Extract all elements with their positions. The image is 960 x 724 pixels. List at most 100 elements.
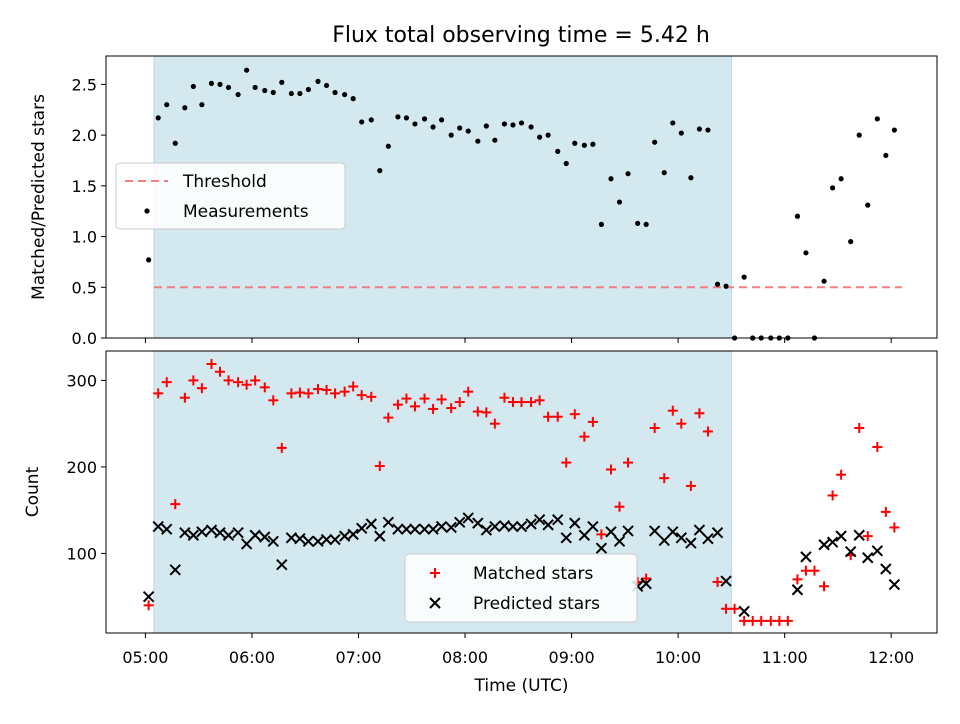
measurement-point (377, 168, 383, 174)
predicted-star-point (862, 552, 874, 564)
x-stroke-b (533, 513, 546, 526)
measurement-point (528, 124, 534, 130)
x-stroke-b (702, 533, 714, 545)
measurement-point (563, 160, 569, 167)
predicted-star-point (702, 533, 714, 545)
measurement-point (581, 142, 587, 148)
measurement-point (457, 125, 463, 131)
x-stroke-b (294, 533, 306, 545)
predicted-star-point (240, 538, 253, 550)
measurement-point (545, 132, 551, 138)
matched-star-point (392, 399, 403, 410)
measurement-point (510, 122, 516, 128)
measurement-point (598, 221, 605, 227)
matched-star-point (614, 501, 625, 512)
matched-star-point (809, 565, 820, 576)
measurement-point (492, 137, 498, 143)
predicted-star-point (800, 551, 812, 563)
predicted-star-point (658, 534, 670, 547)
matched-star-point (747, 615, 758, 626)
predicted-star-point (338, 530, 351, 542)
matched-star-point (268, 395, 279, 406)
matched-star-point (676, 418, 687, 429)
x-tick-label: 05:00 (122, 648, 168, 667)
x-stroke-b (569, 517, 581, 529)
matched-star-point (605, 464, 616, 475)
predicted-star-point (142, 590, 155, 603)
matched-star-point (153, 388, 164, 399)
x-tick-label: 12:00 (868, 648, 914, 667)
measurement-point (182, 105, 188, 111)
matched-star-point (587, 416, 598, 427)
measurement-point (448, 132, 454, 138)
x-stroke-b (187, 529, 200, 541)
predicted-star-point (400, 523, 413, 535)
x-stroke-b (578, 529, 591, 541)
x-tick-label: 11:00 (762, 648, 808, 667)
measurement-point (865, 202, 871, 208)
matched-star-point (827, 490, 838, 501)
y-tick-label: 0.5 (72, 278, 97, 297)
measurement-point (279, 79, 285, 85)
measurement-point (883, 152, 889, 159)
y-tick-label: 1.5 (72, 177, 97, 196)
legend-label-predicted: Predicted stars (473, 594, 600, 614)
matched-star-point (702, 426, 713, 437)
x-stroke-b (888, 578, 901, 591)
matched-star-point (339, 386, 350, 397)
x-tick-label: 09:00 (549, 648, 595, 667)
matched-star-point (313, 384, 324, 395)
measurement-point (803, 250, 809, 256)
measurement-point (616, 199, 623, 205)
predicted-star-point (489, 520, 501, 533)
matched-star-point (499, 392, 510, 403)
measurement-point (874, 116, 880, 122)
x-stroke-b (880, 563, 892, 575)
x-stroke-b (826, 536, 839, 548)
x-stroke-b (312, 535, 324, 548)
measurement-point (315, 78, 321, 84)
x-tick-label: 06:00 (229, 648, 275, 667)
predicted-star-point (711, 526, 724, 539)
predicted-star-point (320, 533, 333, 546)
x-stroke-b (525, 518, 537, 530)
x-stroke-b (409, 523, 421, 535)
bottom-axes-frame (105, 350, 938, 634)
predicted-star-point (355, 522, 368, 535)
measurement-point (518, 120, 525, 126)
x-stroke-b (382, 516, 395, 528)
measurement-point (838, 176, 844, 182)
matched-star-point (756, 615, 767, 626)
x-stroke-b (205, 524, 218, 536)
predicted-star-point (294, 533, 306, 545)
predicted-star-point (480, 524, 493, 536)
predicted-star-point (552, 513, 564, 526)
measurement-point (288, 90, 294, 97)
x-stroke-b (685, 537, 697, 549)
measurement-point (235, 91, 241, 98)
x-stroke-b (435, 520, 448, 533)
top-legend: Threshold Measurements (115, 162, 346, 230)
matched-star-point (507, 397, 518, 408)
measurement-point (350, 96, 356, 102)
predicted-star-point (179, 526, 191, 539)
predicted-star-point (525, 518, 537, 530)
x-stroke-b (711, 526, 724, 539)
x-stroke-b (515, 520, 528, 533)
predicted-star-point (622, 525, 634, 537)
matched-star-point (765, 615, 776, 626)
measurement-point (714, 281, 721, 287)
measurement-point (741, 274, 747, 280)
predicted-star-point (196, 526, 208, 538)
predicted-star-point (472, 517, 484, 529)
x-stroke-b (844, 545, 857, 558)
x-stroke-b (587, 520, 599, 533)
predicted-star-point (409, 523, 421, 535)
matched-star-point (800, 565, 811, 576)
predicted-star-point (515, 520, 528, 533)
matched-star-point (383, 412, 394, 423)
measurement-point (643, 221, 649, 227)
predicted-star-point (560, 532, 572, 544)
predicted-star-point (187, 529, 200, 541)
predicted-star-point (693, 524, 706, 536)
